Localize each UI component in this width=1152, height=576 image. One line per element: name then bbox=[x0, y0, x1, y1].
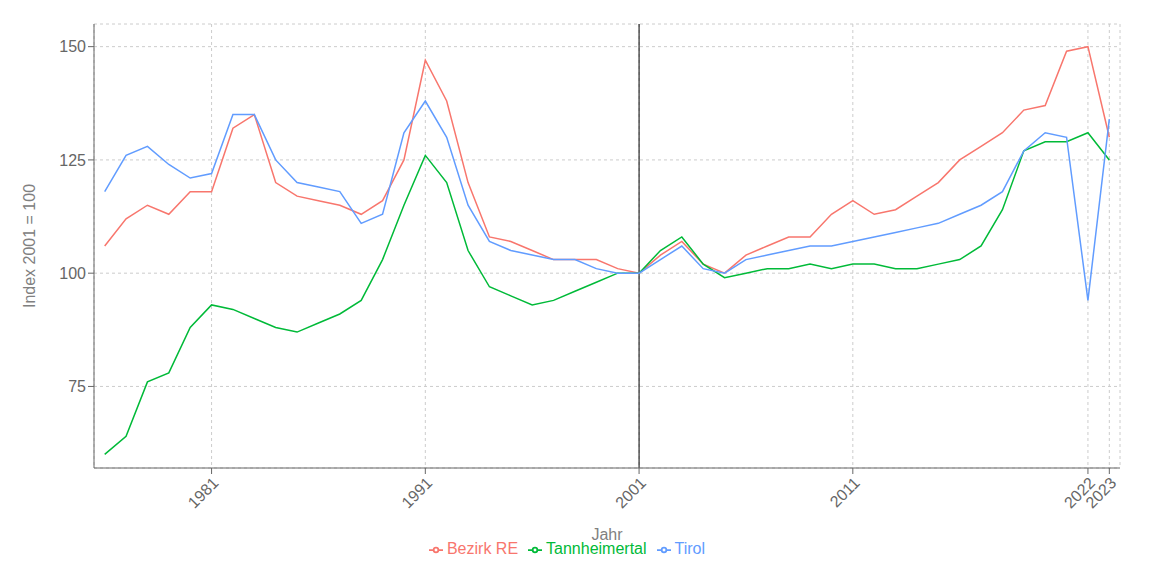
svg-text:Jahr: Jahr bbox=[591, 526, 623, 543]
svg-text:150: 150 bbox=[59, 38, 86, 55]
html-text:Tannheimertal: Tannheimertal bbox=[546, 540, 647, 557]
svg-text:100: 100 bbox=[59, 265, 86, 282]
svg-text:2001: 2001 bbox=[612, 474, 649, 511]
html-text:Tirol: Tirol bbox=[674, 540, 706, 557]
svg-text:1991: 1991 bbox=[398, 474, 435, 511]
html-text:Bezirk RE: Bezirk RE bbox=[446, 540, 518, 557]
svg-text:125: 125 bbox=[59, 152, 86, 169]
svg-text:2022: 2022 bbox=[1060, 474, 1099, 512]
svg-text:2011: 2011 bbox=[827, 474, 863, 510]
svg-text:2023: 2023 bbox=[1082, 474, 1119, 511]
svg-text:1981: 1981 bbox=[185, 474, 222, 511]
svg-text:Index 2001 = 100: Index 2001 = 100 bbox=[21, 184, 38, 308]
svg-text:75: 75 bbox=[68, 378, 86, 395]
